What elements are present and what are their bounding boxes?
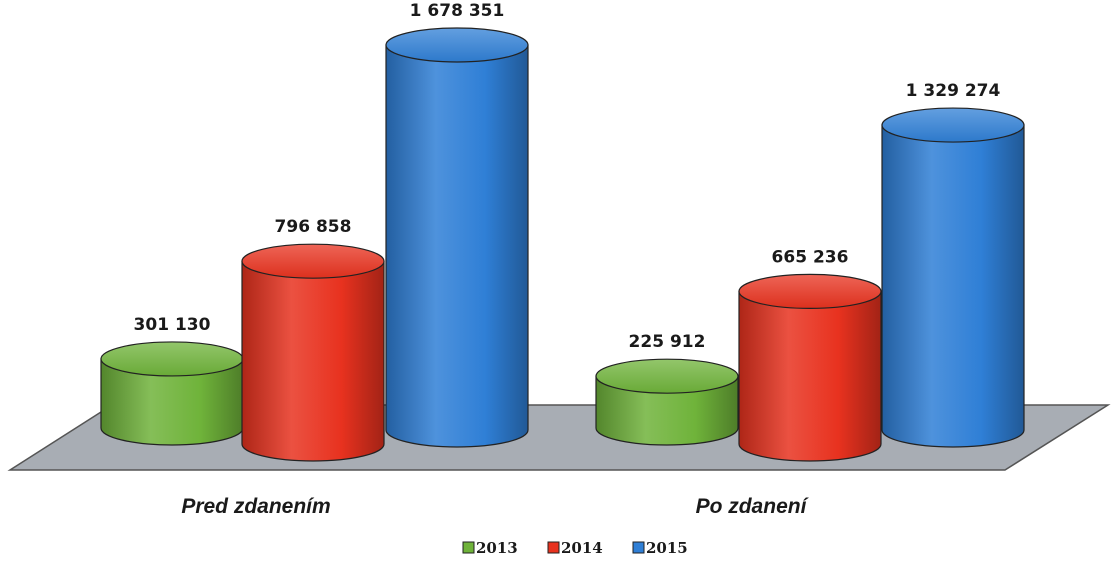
bar-2013-pred <box>100 341 244 446</box>
bar-2013-po <box>595 358 739 446</box>
value-label: 1 329 274 <box>906 81 1001 101</box>
legend-swatch-2015 <box>632 541 645 554</box>
legend-swatch-2013 <box>462 541 475 554</box>
value-label: 225 912 <box>629 332 706 352</box>
category-label: Pred zdanením <box>181 495 330 518</box>
value-label: 796 858 <box>275 217 352 237</box>
category-labels: Pred zdanením Po zdanení <box>181 495 809 518</box>
legend-label: 2014 <box>561 539 603 557</box>
bar-2014-po <box>738 273 882 462</box>
value-label: 1 678 351 <box>410 1 505 21</box>
value-label: 301 130 <box>134 315 211 335</box>
data-labels: 301 130 796 858 1 678 351 225 912 665 236 1 3… <box>134 1 1001 352</box>
bar-2015-pred <box>385 27 529 448</box>
legend: 2013 2014 2015 <box>462 539 688 557</box>
value-label: 665 236 <box>772 247 849 267</box>
category-label: Po zdanení <box>696 495 810 518</box>
bar-2014-pred <box>241 243 385 462</box>
bar-2015-po <box>881 107 1025 448</box>
legend-label: 2015 <box>646 539 688 557</box>
plot-area <box>100 27 1025 462</box>
legend-label: 2013 <box>476 539 518 557</box>
legend-swatch-2014 <box>547 541 560 554</box>
